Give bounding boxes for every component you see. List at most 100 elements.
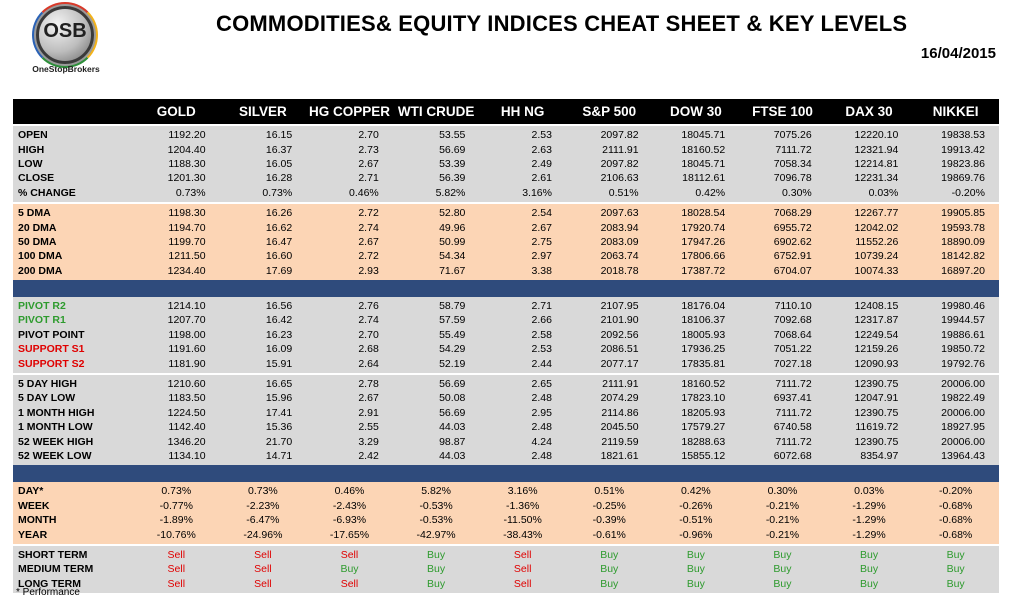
value-cell: 20006.00 bbox=[941, 406, 985, 419]
value-cell: 2111.91 bbox=[602, 143, 639, 156]
value-cell: 10074.33 bbox=[854, 264, 899, 277]
value-cell: -6.93% bbox=[332, 514, 367, 527]
value-cell: 0.30% bbox=[781, 186, 812, 199]
section-separator bbox=[13, 279, 999, 297]
signal-cell: Sell bbox=[167, 563, 186, 576]
value-cell: 1142.40 bbox=[168, 421, 206, 434]
signal-cell: Buy bbox=[946, 563, 965, 576]
value-cell: 2.75 bbox=[531, 235, 552, 248]
value-cell: 16.37 bbox=[265, 143, 293, 156]
value-cell: 16.60 bbox=[265, 250, 293, 263]
value-cell: 12317.87 bbox=[854, 314, 899, 327]
signal-cell: Buy bbox=[773, 548, 792, 561]
value-cell: 1201.30 bbox=[167, 172, 206, 185]
value-cell: 49.96 bbox=[439, 221, 466, 234]
value-cell: 2.54 bbox=[531, 207, 552, 220]
value-cell: 17920.74 bbox=[681, 221, 726, 234]
value-cell: 2.53 bbox=[531, 129, 552, 142]
value-cell: 16.28 bbox=[265, 172, 293, 185]
row-label: 5 DAY HIGH bbox=[18, 378, 77, 391]
value-cell: 19792.76 bbox=[941, 357, 985, 370]
value-cell: 2111.91 bbox=[602, 378, 639, 391]
row-label: % CHANGE bbox=[18, 186, 76, 199]
value-cell: 1191.60 bbox=[168, 343, 206, 356]
value-cell: 18106.37 bbox=[681, 314, 726, 327]
value-cell: 2.55 bbox=[358, 421, 379, 434]
value-cell: 1346.20 bbox=[167, 435, 206, 448]
value-cell: 0.73% bbox=[262, 186, 293, 199]
table-row: YEAR -10.76% -24.96% -17.65% -42.97% -38.43% -… bbox=[13, 527, 999, 541]
value-cell: 19822.49 bbox=[941, 392, 985, 405]
value-cell: -0.20% bbox=[951, 186, 985, 199]
value-cell: -38.43% bbox=[503, 528, 543, 541]
value-cell: 2114.86 bbox=[601, 406, 639, 419]
value-cell: 16897.20 bbox=[941, 264, 985, 277]
signal-cell: Buy bbox=[860, 577, 879, 590]
value-cell: -1.29% bbox=[852, 514, 886, 527]
value-cell: 2101.90 bbox=[600, 314, 639, 327]
value-cell: 53.39 bbox=[439, 157, 466, 170]
value-cell: 12267.77 bbox=[854, 207, 899, 220]
table-row: 52 WEEK LOW 1134.10 14.71 2.42 44.03 2.48 1821… bbox=[13, 449, 999, 463]
section-group: PIVOT R2 1214.10 16.56 2.76 58.79 2.71 2107.95… bbox=[13, 296, 999, 373]
value-cell: -0.96% bbox=[679, 528, 713, 541]
value-cell: 19593.78 bbox=[941, 221, 985, 234]
value-cell: 2045.50 bbox=[600, 421, 639, 434]
value-cell: 16.05 bbox=[265, 157, 293, 170]
value-cell: -10.76% bbox=[156, 528, 196, 541]
page-title: COMMODITIES& EQUITY INDICES CHEAT SHEET … bbox=[216, 11, 908, 36]
value-cell: 3.16% bbox=[507, 485, 538, 498]
value-cell: 1183.50 bbox=[168, 392, 206, 405]
value-cell: 12390.75 bbox=[854, 435, 899, 448]
table-row: LOW 1188.30 16.05 2.67 53.39 2.49 2097.82 18045… bbox=[13, 157, 999, 171]
value-cell: 2074.29 bbox=[600, 392, 639, 405]
value-cell: 12249.54 bbox=[854, 328, 899, 341]
value-cell: 14.71 bbox=[265, 450, 293, 462]
value-cell: 2083.09 bbox=[600, 235, 639, 248]
value-cell: 2092.56 bbox=[600, 328, 639, 341]
row-label: 5 DMA bbox=[18, 207, 51, 220]
section-separator bbox=[13, 465, 999, 483]
signal-cell: Sell bbox=[254, 548, 272, 561]
section-group: OPEN 1192.20 16.15 2.70 53.55 2.53 2097.82 1804… bbox=[13, 126, 999, 202]
value-cell: 17579.27 bbox=[681, 421, 726, 434]
column-header: WTI CRUDE bbox=[397, 104, 475, 119]
value-cell: 0.42% bbox=[680, 485, 711, 498]
value-cell: 0.73% bbox=[248, 485, 278, 498]
value-cell: 1224.50 bbox=[167, 406, 206, 419]
value-cell: 0.46% bbox=[334, 485, 365, 498]
value-cell: -11.50% bbox=[503, 514, 542, 527]
value-cell: 2.53 bbox=[531, 343, 552, 356]
value-cell: -0.53% bbox=[419, 499, 453, 512]
table-row: SUPPORT S1 1191.60 16.09 2.68 54.29 2.53 2086.… bbox=[13, 342, 999, 356]
value-cell: 18890.09 bbox=[941, 235, 985, 248]
value-cell: 2.44 bbox=[531, 357, 552, 370]
value-cell: 53.55 bbox=[439, 129, 466, 142]
value-cell: 2.65 bbox=[531, 378, 552, 391]
signal-cell: Sell bbox=[167, 548, 186, 561]
row-label: 50 DMA bbox=[18, 235, 57, 248]
value-cell: 1181.90 bbox=[168, 357, 206, 370]
value-cell: 19913.42 bbox=[941, 143, 985, 156]
value-cell: 1214.10 bbox=[167, 300, 206, 313]
table-row: SUPPORT S2 1181.90 15.91 2.64 52.19 2.44 2077.… bbox=[13, 356, 999, 370]
signal-cell: Buy bbox=[686, 548, 705, 561]
value-cell: 16.56 bbox=[265, 300, 293, 313]
section-gap bbox=[13, 372, 999, 375]
value-cell: 17.69 bbox=[265, 264, 293, 277]
value-cell: 2083.94 bbox=[600, 221, 639, 234]
value-cell: 0.46% bbox=[349, 186, 379, 199]
value-cell: -1.29% bbox=[852, 528, 886, 541]
row-label: 52 WEEK HIGH bbox=[18, 435, 94, 448]
value-cell: 2.97 bbox=[531, 250, 552, 263]
value-cell: 7068.29 bbox=[773, 207, 812, 220]
value-cell: 6704.07 bbox=[773, 264, 812, 277]
value-cell: 2.67 bbox=[531, 221, 552, 234]
value-cell: 2.71 bbox=[531, 300, 552, 313]
value-cell: -0.68% bbox=[939, 514, 973, 527]
value-cell: 7110.10 bbox=[774, 300, 812, 313]
value-cell: 12047.91 bbox=[854, 392, 899, 405]
value-cell: 6072.68 bbox=[773, 450, 812, 462]
value-cell: 1821.61 bbox=[600, 450, 639, 462]
row-label: MEDIUM TERM bbox=[18, 563, 94, 576]
